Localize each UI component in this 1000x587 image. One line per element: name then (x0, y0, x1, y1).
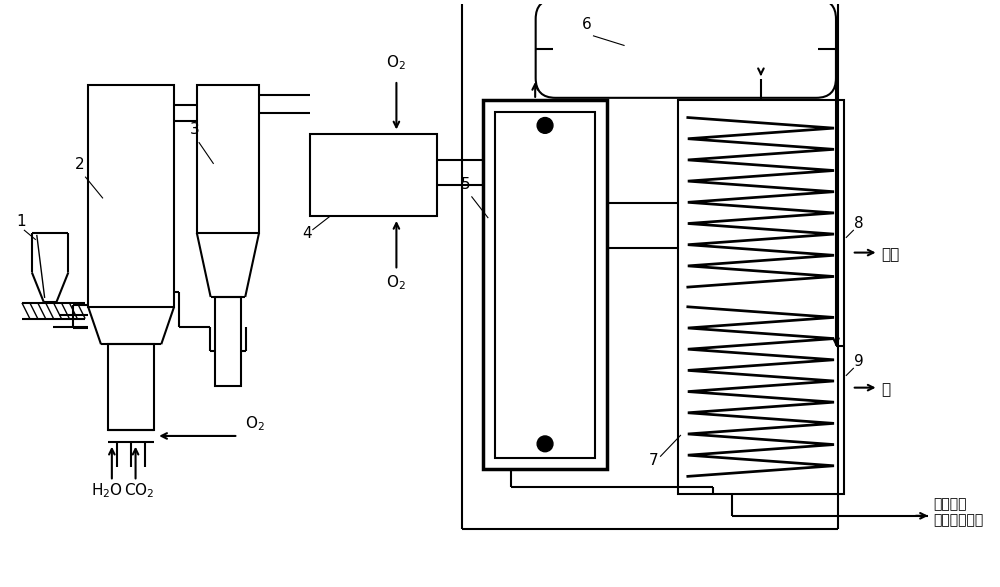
Text: 水: 水 (881, 383, 891, 397)
Text: 8: 8 (854, 216, 863, 231)
Bar (310, 134, 437, 216)
Text: 6: 6 (582, 17, 592, 32)
Text: 3: 3 (190, 122, 200, 137)
Text: 5: 5 (461, 177, 470, 191)
Text: 2: 2 (75, 157, 85, 172)
Bar (495, 112, 595, 458)
Bar (215, 297, 241, 386)
Text: CO$_2$: CO$_2$ (124, 481, 155, 500)
Bar (197, 85, 259, 233)
Circle shape (537, 117, 553, 133)
Bar (483, 100, 607, 470)
Text: O$_2$: O$_2$ (386, 273, 406, 292)
Bar (678, 100, 844, 494)
Text: 去合成气
净化处理单元: 去合成气 净化处理单元 (933, 497, 983, 527)
Text: 4: 4 (303, 226, 312, 241)
Text: 7: 7 (648, 453, 658, 467)
Bar (88, 85, 174, 307)
FancyBboxPatch shape (536, 0, 836, 98)
Text: 1: 1 (16, 214, 26, 229)
Circle shape (537, 436, 553, 452)
Text: 蒸汽: 蒸汽 (881, 248, 900, 262)
Text: 9: 9 (854, 354, 864, 369)
Text: O$_2$: O$_2$ (245, 414, 265, 433)
Bar (108, 344, 154, 430)
Text: H$_2$O: H$_2$O (91, 481, 123, 500)
Text: O$_2$: O$_2$ (386, 53, 406, 72)
